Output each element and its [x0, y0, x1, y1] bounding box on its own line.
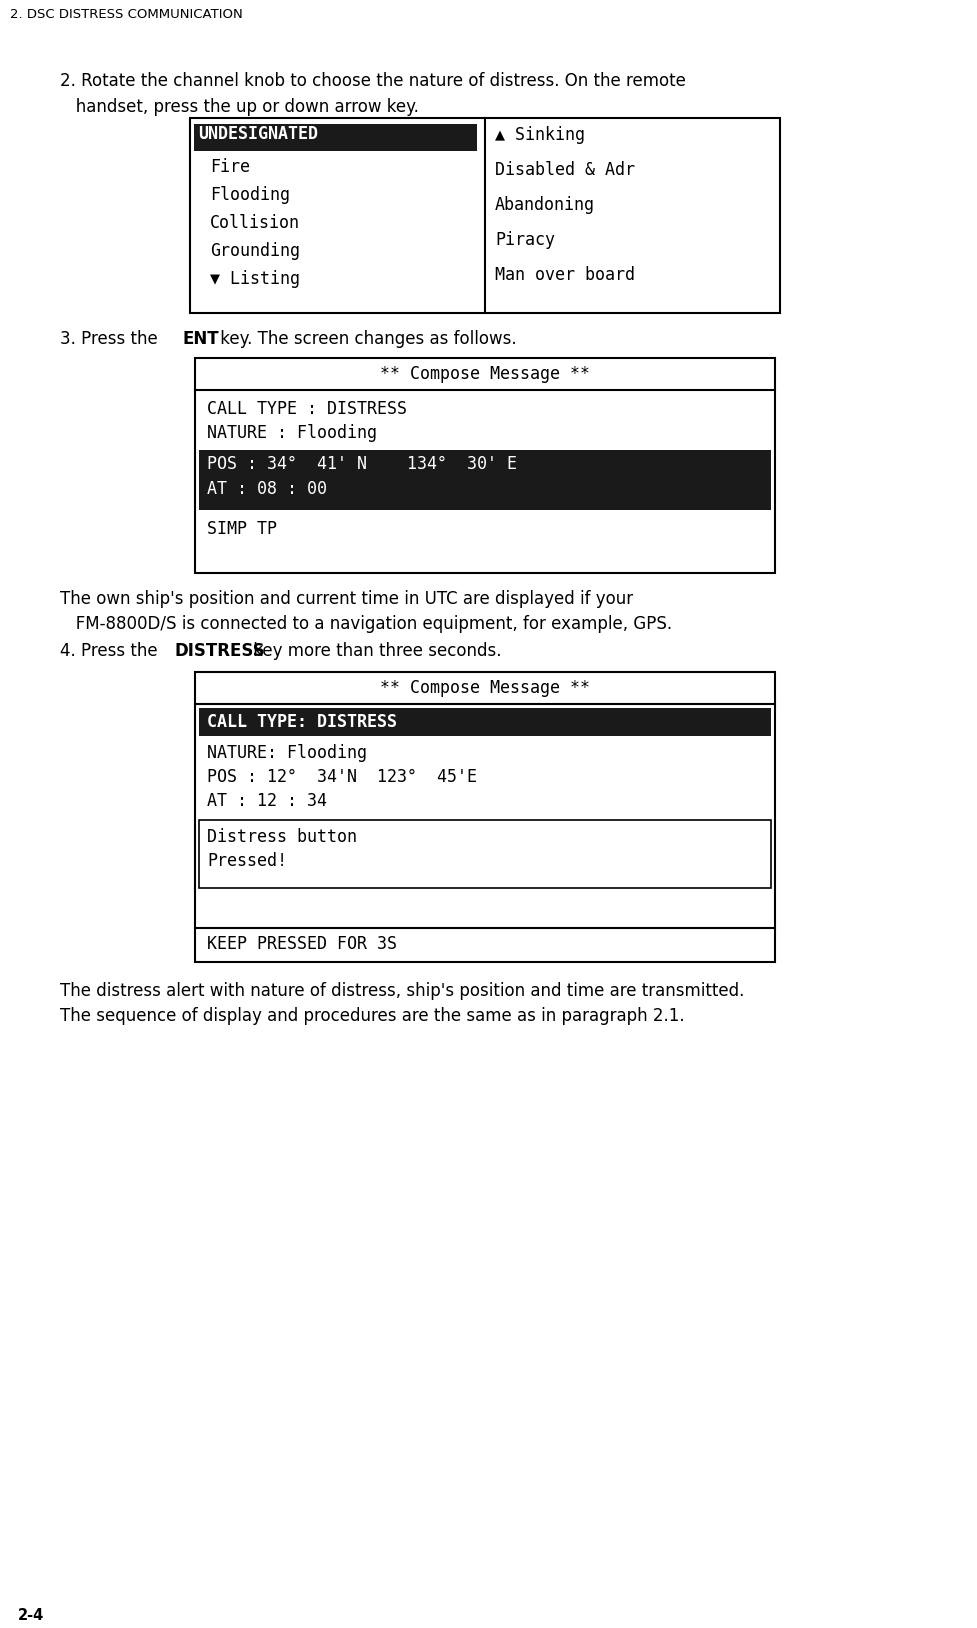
Text: UNDESIGNATED: UNDESIGNATED [197, 125, 318, 143]
Text: The own ship's position and current time in UTC are displayed if your: The own ship's position and current time… [60, 589, 632, 607]
Text: The distress alert with nature of distress, ship's position and time are transmi: The distress alert with nature of distre… [60, 982, 743, 1000]
Bar [194, 672, 774, 962]
Text: Disabled & Adr: Disabled & Adr [494, 161, 634, 179]
Bar [193, 124, 477, 151]
Text: AT : 12 : 34: AT : 12 : 34 [207, 791, 326, 811]
Bar [194, 358, 774, 573]
Text: DISTRESS: DISTRESS [174, 641, 265, 659]
Bar [198, 708, 770, 736]
Text: key. The screen changes as follows.: key. The screen changes as follows. [215, 330, 516, 348]
Text: 3. Press the: 3. Press the [60, 330, 163, 348]
Text: 2. DSC DISTRESS COMMUNICATION: 2. DSC DISTRESS COMMUNICATION [10, 8, 242, 21]
Text: 2-4: 2-4 [18, 1608, 44, 1623]
Text: CALL TYPE: DISTRESS: CALL TYPE: DISTRESS [207, 713, 397, 731]
Text: Flooding: Flooding [210, 186, 290, 204]
Text: Abandoning: Abandoning [494, 195, 594, 213]
Text: key more than three seconds.: key more than three seconds. [248, 641, 501, 659]
Text: Distress button: Distress button [207, 829, 357, 847]
Text: NATURE : Flooding: NATURE : Flooding [207, 423, 376, 441]
Text: The sequence of display and procedures are the same as in paragraph 2.1.: The sequence of display and procedures a… [60, 1008, 684, 1026]
Text: AT : 08 : 00: AT : 08 : 00 [207, 480, 326, 498]
Text: Grounding: Grounding [210, 243, 300, 260]
Text: 4. Press the: 4. Press the [60, 641, 163, 659]
Bar [198, 449, 770, 510]
Text: Fire: Fire [210, 158, 250, 176]
Text: Man over board: Man over board [494, 265, 634, 283]
Text: ** Compose Message **: ** Compose Message ** [380, 679, 589, 697]
Text: ▲ Sinking: ▲ Sinking [494, 125, 584, 143]
Text: ** Compose Message **: ** Compose Message ** [380, 365, 589, 383]
Text: CALL TYPE : DISTRESS: CALL TYPE : DISTRESS [207, 400, 406, 418]
Text: NATURE: Flooding: NATURE: Flooding [207, 744, 366, 762]
Text: Pressed!: Pressed! [207, 851, 286, 869]
Text: KEEP PRESSED FOR 3S: KEEP PRESSED FOR 3S [207, 934, 397, 952]
Text: POS : 34°  41' N    134°  30' E: POS : 34° 41' N 134° 30' E [207, 454, 517, 474]
Text: Collision: Collision [210, 213, 300, 233]
Text: FM-8800D/S is connected to a navigation equipment, for example, GPS.: FM-8800D/S is connected to a navigation … [60, 615, 671, 633]
Text: ▼ Listing: ▼ Listing [210, 270, 300, 288]
Text: POS : 12°  34'N  123°  45'E: POS : 12° 34'N 123° 45'E [207, 768, 477, 786]
Text: Piracy: Piracy [494, 231, 554, 249]
Bar [190, 117, 780, 313]
Text: handset, press the up or down arrow key.: handset, press the up or down arrow key. [60, 98, 418, 116]
Bar [198, 821, 770, 887]
Text: ENT: ENT [182, 330, 219, 348]
Text: 2. Rotate the channel knob to choose the nature of distress. On the remote: 2. Rotate the channel knob to choose the… [60, 72, 685, 90]
Text: SIMP TP: SIMP TP [207, 519, 276, 537]
